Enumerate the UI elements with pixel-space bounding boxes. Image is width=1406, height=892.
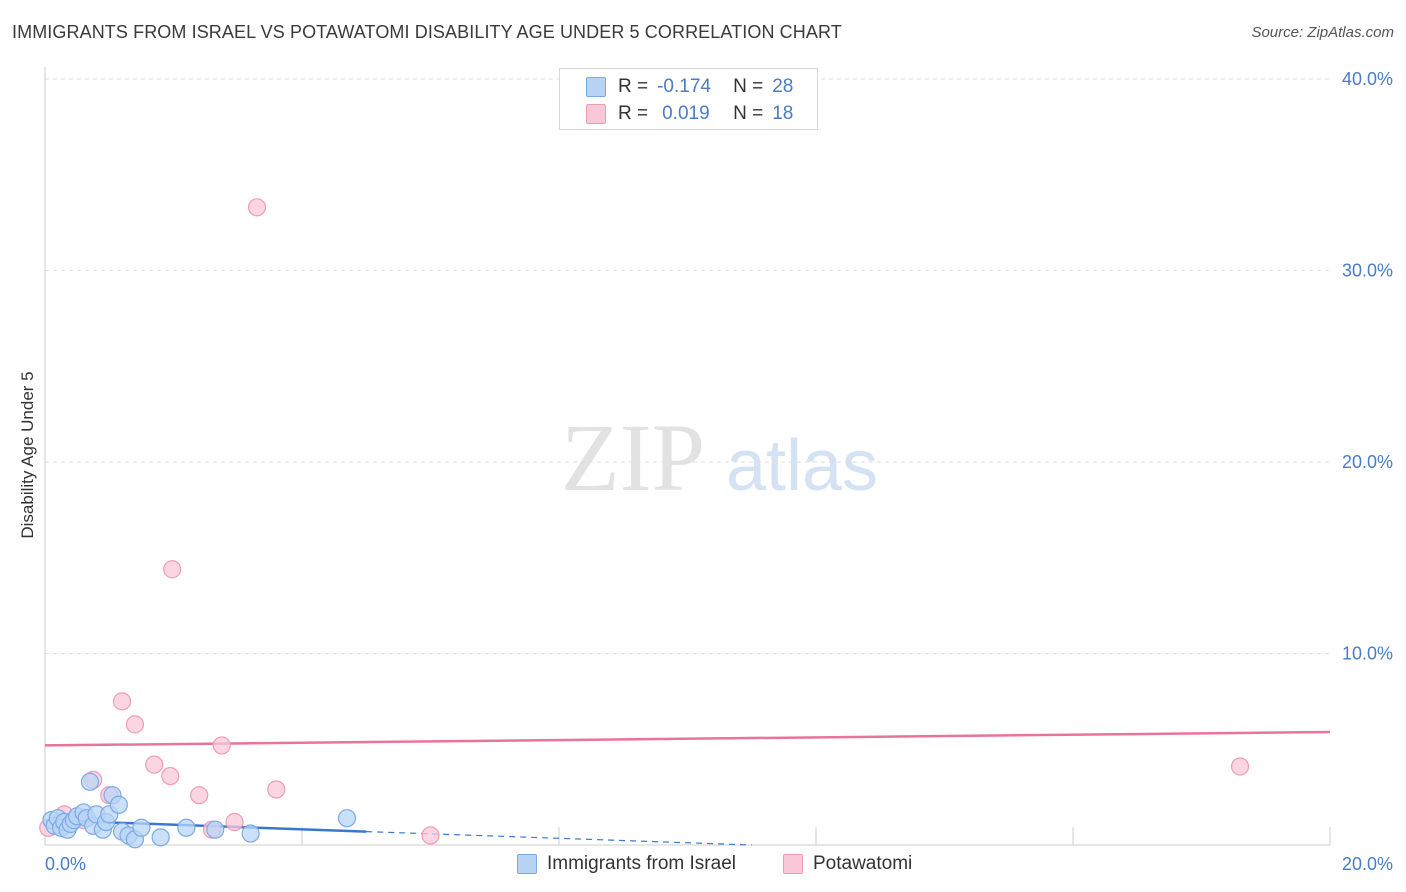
data-point-potawatomi xyxy=(421,826,440,845)
legend-row-israel: R = -0.174 N = 28 xyxy=(560,74,793,100)
tick-labels: 10.0% 20.0% 30.0% 40.0% 0.0% 20.0% xyxy=(45,69,1393,874)
legend-row-potawatomi: R = 0.019 N = 18 xyxy=(560,101,793,127)
bottom-legend-label-potawatomi: Potawatomi xyxy=(813,853,913,874)
legend-n-label: N = xyxy=(733,103,764,124)
y-tick-label: 10.0% xyxy=(1342,644,1393,664)
x-tick-label: 20.0% xyxy=(1342,854,1393,874)
data-point-potawatomi xyxy=(247,198,267,217)
data-point-israel xyxy=(177,818,196,837)
watermark-atlas: atlas xyxy=(726,426,878,506)
legend-r-label: R = xyxy=(618,103,649,124)
watermark-zip: ZIP xyxy=(561,404,705,511)
data-point-israel xyxy=(206,820,225,839)
data-point-israel xyxy=(132,818,151,837)
data-point-potawatomi xyxy=(267,780,286,799)
data-point-israel xyxy=(109,795,128,814)
data-point-potawatomi xyxy=(161,766,180,786)
legend-r-value: 0.019 xyxy=(662,103,710,124)
data-point-potawatomi xyxy=(225,812,244,832)
legend-n-label: N = xyxy=(733,76,764,97)
y-tick-label: 30.0% xyxy=(1342,261,1393,281)
trend-line-israel-extension xyxy=(366,830,752,846)
legend-n-value: 28 xyxy=(772,76,794,97)
data-point-israel xyxy=(151,828,170,847)
trend-line-potawatomi xyxy=(44,730,1331,747)
data-point-israel xyxy=(80,772,100,791)
bottom-legend-swatch-pink xyxy=(783,854,803,874)
data-point-potawatomi xyxy=(163,560,182,579)
data-point-potawatomi xyxy=(145,755,164,774)
legend-swatch-blue xyxy=(586,77,606,97)
data-point-israel xyxy=(337,809,357,828)
bottom-legend-potawatomi: Potawatomi xyxy=(783,851,912,877)
axes xyxy=(44,67,1331,846)
legend-swatch-pink xyxy=(586,104,606,124)
data-points xyxy=(39,198,1250,849)
data-point-potawatomi xyxy=(190,786,209,805)
grid xyxy=(45,78,1330,654)
y-axis-label: Disability Age Under 5 xyxy=(18,371,37,538)
legend: R = -0.174 N = 28 R = 0.019 N = 18 xyxy=(559,68,818,130)
y-tick-label: 40.0% xyxy=(1342,69,1393,89)
legend-n-value: 18 xyxy=(772,103,794,124)
legend-r-label: R = xyxy=(618,76,649,97)
bottom-legend-swatch-blue xyxy=(517,854,537,874)
x-tick-label: 0.0% xyxy=(45,854,86,874)
legend-r-value: -0.174 xyxy=(657,76,711,97)
bottom-legend-label-israel: Immigrants from Israel xyxy=(547,853,736,874)
data-point-israel xyxy=(241,824,260,843)
chart-title: IMMIGRANTS FROM ISRAEL VS POTAWATOMI DIS… xyxy=(12,22,842,42)
data-point-potawatomi xyxy=(125,715,145,734)
chart-source: Source: ZipAtlas.com xyxy=(1251,24,1394,41)
y-tick-label: 20.0% xyxy=(1342,452,1393,472)
bottom-legend-israel: Immigrants from Israel xyxy=(517,851,736,877)
data-point-potawatomi xyxy=(112,692,132,711)
data-point-potawatomi xyxy=(212,736,231,755)
data-point-potawatomi xyxy=(1230,757,1250,776)
